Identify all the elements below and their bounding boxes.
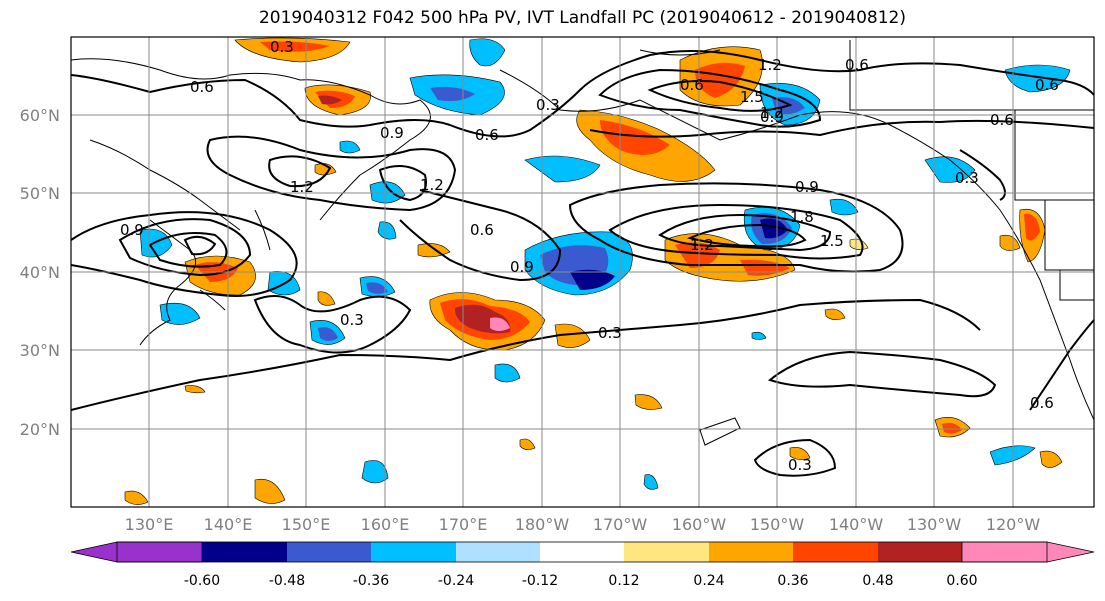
contour-label: 0.3 [270,38,294,56]
longitude-label: 120°W [986,515,1041,534]
contour-label: 1.2 [690,236,714,254]
longitude-label: 170°W [593,515,648,534]
longitude-label: 180°W [515,515,570,534]
contour-label: 0.3 [955,169,979,187]
contour-label: 1.2 [290,178,314,196]
pv-contour-layer [71,50,1094,477]
colorbar-tick-label: -0.48 [269,573,305,589]
contour-label: 0.6 [845,56,869,74]
contour-label: 0.6 [680,76,704,94]
colorbar-tick-label: 0.48 [862,573,893,589]
latitude-label: 30°N [20,341,60,360]
longitude-label: 140°E [204,515,253,534]
colorbar-swatch [709,542,793,562]
contour-label: 0.6 [1030,394,1054,412]
colorbar-swatch [371,542,456,562]
contour-label: 1.5 [740,88,764,106]
contour-label: 0.3 [598,324,622,342]
contour-label: 0.9 [510,258,534,276]
colorbar-swatch [202,542,287,562]
plot-frame [70,36,1095,508]
colorbar-tick-label: 0.60 [946,573,977,589]
contour-label: 0.6 [470,221,494,239]
colorbar-ticks: -0.60 -0.48 -0.36 -0.24 -0.12 0.12 0.24 … [184,573,978,589]
colorbar-tick-label: -0.24 [438,573,474,589]
graticule-layer [71,37,1094,507]
colorbar-tick-label: 0.36 [777,573,808,589]
colorbar-swatch [70,541,203,563]
colorbar-swatch [624,542,709,562]
longitude-label: 150°W [750,515,805,534]
contour-label: 0.9 [795,178,819,196]
colorbar-swatch [793,542,878,562]
contour-label: 0.6 [190,78,214,96]
longitude-label: 130°W [907,515,962,534]
latitude-label: 20°N [20,420,60,439]
longitude-label: 160°W [672,515,727,534]
contour-label: 0.6 [990,111,1014,129]
colorbar-tick-label: 0.12 [608,573,639,589]
colorbar-swatch [287,542,371,562]
colorbar-swatch [961,541,1095,563]
colorbar-tick-label: -0.36 [353,573,389,589]
longitude-label: 150°E [282,515,331,534]
contour-label: 0.3 [340,311,364,329]
contour-label: 1.2 [420,176,444,194]
latitude-label: 50°N [20,184,60,203]
colorbar-swatch [456,542,540,562]
longitude-label: 160°E [361,515,410,534]
colorbar-tick-label: -0.12 [522,573,558,589]
longitude-label: 140°W [829,515,884,534]
contour-label: 1.8 [790,208,814,226]
contour-label: 0.9 [760,108,784,126]
shaded-anomaly-layer [124,37,1071,505]
colorbar-swatch [878,542,962,562]
contour-label: 1.5 [820,232,844,250]
latitude-label: 40°N [20,263,60,282]
colorbar: -0.60 -0.48 -0.36 -0.24 -0.12 0.12 0.24 … [70,541,1095,589]
contour-label: 1.2 [758,56,782,74]
colorbar-swatches [70,541,1095,563]
longitude-label: 170°E [439,515,488,534]
longitude-label: 130°E [125,515,174,534]
latitude-axis: 60°N 50°N 40°N 30°N 20°N [20,106,60,439]
colorbar-tick-label: -0.60 [184,573,220,589]
contour-label: 0.6 [475,126,499,144]
contour-label: 0.3 [536,96,560,114]
contour-label: 0.3 [788,456,812,474]
contour-label: 0.9 [120,221,144,239]
colorbar-tick-label: 0.24 [693,573,724,589]
coastline-layer [71,40,1094,446]
latitude-label: 60°N [20,106,60,125]
contour-label-layer: 0.3 0.6 0.6 1.2 1.5 0.9 0.6 0.3 0.6 1.2 … [120,38,1059,474]
contour-label: 1.2 [760,104,784,122]
contour-label: 0.9 [380,124,404,142]
longitude-axis: 130°E 140°E 150°E 160°E 170°E 180°W 170°… [125,515,1041,534]
map-title: 2019040312 F042 500 hPa PV, IVT Landfall… [258,8,906,28]
colorbar-swatch [540,542,624,562]
contour-label: 0.6 [1035,76,1059,94]
colorbar-outline [116,541,1048,563]
